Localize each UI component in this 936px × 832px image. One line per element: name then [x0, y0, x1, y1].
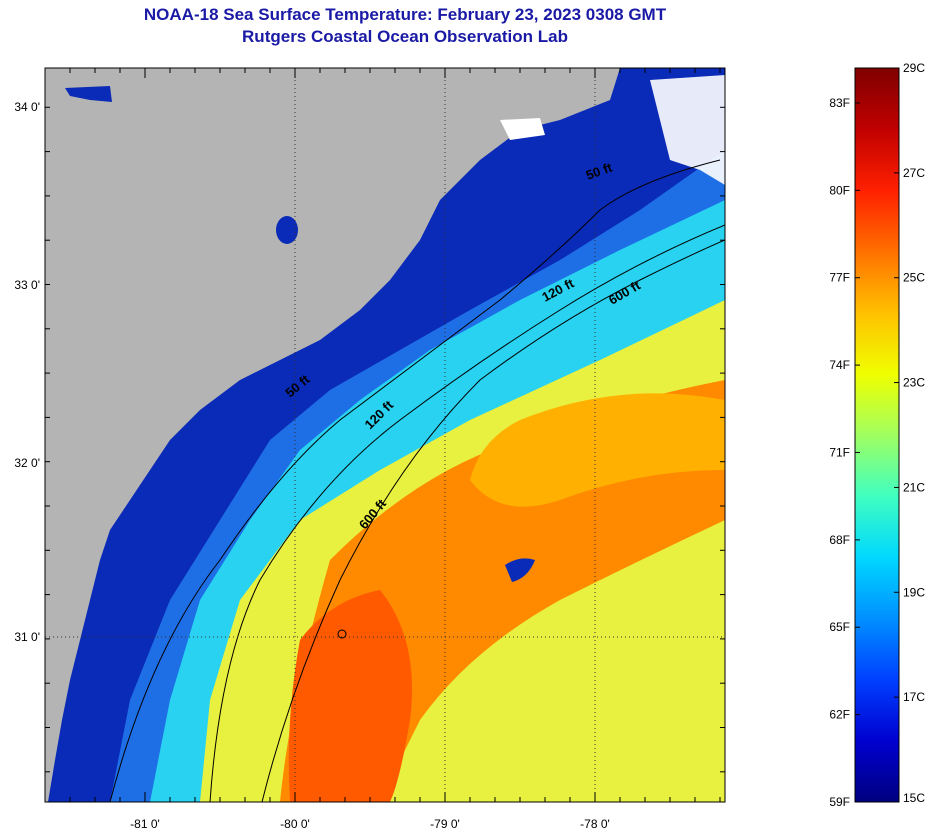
- lat-tick-label: 34 0': [14, 100, 40, 114]
- buoy-marker: [337, 629, 347, 639]
- chart-title: NOAA-18 Sea Surface Temperature: Februar…: [143, 5, 667, 24]
- lat-tick-label: 31 0': [14, 630, 40, 644]
- axis-ticks: [45, 68, 725, 802]
- warm-eddy: [470, 393, 725, 507]
- cold-spot: [505, 558, 535, 582]
- colorbar-fahrenheit-label: 77F: [829, 271, 850, 285]
- colorbar-fahrenheit-label: 59F: [829, 795, 850, 809]
- colorbar-celsius-label: 19C: [903, 585, 925, 599]
- colorbar-labels: 29C 27C 25C 23C 21C 19C 17C 15C 83F 80F 77F 74F 71F 6…: [829, 61, 925, 809]
- cloud-patch: [650, 75, 725, 185]
- colorbar-celsius-label: 17C: [903, 690, 925, 704]
- lat-tick-label: 32 0': [14, 456, 40, 470]
- colorbar-fahrenheit-label: 62F: [829, 708, 850, 722]
- isobath-50ft: [109, 159, 721, 802]
- land: [45, 68, 620, 802]
- colorbar-fahrenheit-label: 68F: [829, 533, 850, 547]
- isobath-600ft: [261, 239, 725, 802]
- cloud-patch-small: [500, 118, 545, 140]
- colorbar-fahrenheit-label: 71F: [829, 445, 850, 459]
- colorbar-celsius-label: 25C: [903, 271, 925, 285]
- lon-tick-label: -80 0': [280, 817, 310, 831]
- lake: [276, 216, 298, 244]
- colorbar-fahrenheit-label: 74F: [829, 358, 850, 372]
- colorbar-celsius-label: 27C: [903, 166, 925, 180]
- chart-subtitle: Rutgers Coastal Ocean Observation Lab: [242, 27, 568, 46]
- colorbar: [854, 67, 900, 803]
- lon-tick-label: -78 0': [580, 817, 610, 831]
- colorbar-celsius-label: 23C: [903, 376, 925, 390]
- lon-tick-label: -79 0': [430, 817, 460, 831]
- colorbar-fahrenheit-label: 83F: [829, 96, 850, 110]
- colorbar-celsius-label: 15C: [903, 791, 925, 805]
- colorbar-fahrenheit-label: 80F: [829, 183, 850, 197]
- lon-tick-label: -81 0': [130, 817, 160, 831]
- colorbar-celsius-label: 21C: [903, 480, 925, 494]
- map-frame: [44, 67, 726, 803]
- gulf-stream-hot: [288, 590, 412, 802]
- lake: [65, 86, 112, 102]
- isobath-120ft: [209, 224, 725, 802]
- lat-tick-label: 33 0': [14, 278, 40, 292]
- colorbar-fahrenheit-label: 65F: [829, 620, 850, 634]
- colorbar-celsius-label: 29C: [903, 61, 925, 75]
